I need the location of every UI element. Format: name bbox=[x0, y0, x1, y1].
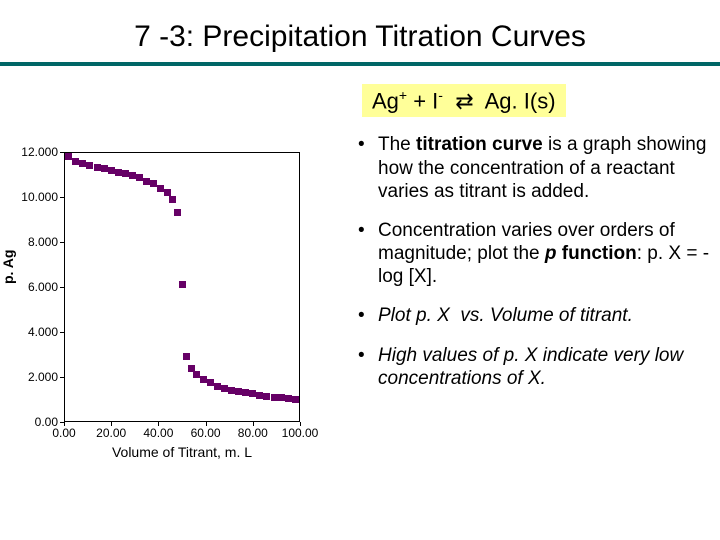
data-point-marker bbox=[278, 394, 285, 401]
data-point-marker bbox=[221, 385, 228, 392]
x-tick-label: 0.00 bbox=[44, 426, 84, 440]
y-tick-mark bbox=[60, 152, 64, 153]
data-point-marker bbox=[207, 379, 214, 386]
page-title: 7 -3: Precipitation Titration Curves bbox=[0, 0, 720, 62]
data-point-marker bbox=[271, 394, 278, 401]
data-point-marker bbox=[249, 390, 256, 397]
y-tick-label: 4.000 bbox=[8, 325, 58, 339]
data-point-marker bbox=[174, 209, 181, 216]
x-tick-label: 20.00 bbox=[91, 426, 131, 440]
data-point-marker bbox=[94, 164, 101, 171]
text-column: Ag+ + I- ⇄ Ag. I(s) The titration curve … bbox=[348, 84, 716, 484]
data-point-marker bbox=[150, 180, 157, 187]
x-tick-label: 60.00 bbox=[186, 426, 226, 440]
data-point-marker bbox=[143, 178, 150, 185]
data-point-marker bbox=[86, 162, 93, 169]
data-point-marker bbox=[79, 160, 86, 167]
bullet-item: Plot p. X vs. Volume of titrant. bbox=[356, 304, 716, 327]
x-tick-mark bbox=[158, 422, 159, 426]
bullet-list: The titration curve is a graph showing h… bbox=[356, 133, 716, 390]
data-point-marker bbox=[263, 393, 270, 400]
y-axis-label: p. Ag bbox=[0, 250, 16, 284]
data-point-marker bbox=[122, 170, 129, 177]
data-point-marker bbox=[292, 396, 299, 403]
x-tick-label: 80.00 bbox=[233, 426, 273, 440]
data-point-marker bbox=[136, 174, 143, 181]
y-tick-label: 10.000 bbox=[8, 190, 58, 204]
data-point-marker bbox=[169, 196, 176, 203]
data-point-marker bbox=[101, 165, 108, 172]
x-tick-label: 100.00 bbox=[280, 426, 320, 440]
y-tick-mark bbox=[60, 242, 64, 243]
x-tick-mark bbox=[111, 422, 112, 426]
bullet-item: Concentration varies over orders of magn… bbox=[356, 219, 716, 289]
data-point-marker bbox=[214, 383, 221, 390]
title-underline bbox=[0, 62, 720, 66]
data-point-marker bbox=[129, 172, 136, 179]
data-point-marker bbox=[256, 392, 263, 399]
data-point-marker bbox=[183, 353, 190, 360]
y-tick-label: 6.000 bbox=[8, 280, 58, 294]
data-point-marker bbox=[157, 185, 164, 192]
titration-chart: p. Ag Volume of Titrant, m. L 0.002.0004… bbox=[8, 144, 328, 484]
data-point-marker bbox=[72, 158, 79, 165]
data-point-marker bbox=[285, 395, 292, 402]
bullet-item: High values of p. X indicate very low co… bbox=[356, 344, 716, 390]
y-tick-mark bbox=[60, 377, 64, 378]
content-row: p. Ag Volume of Titrant, m. L 0.00 2.000 4… bbox=[0, 84, 720, 484]
data-point-marker bbox=[242, 389, 249, 396]
x-tick-mark bbox=[300, 422, 301, 426]
data-point-marker bbox=[108, 167, 115, 174]
y-tick-label: 2.000 bbox=[8, 370, 58, 384]
y-tick-mark bbox=[60, 287, 64, 288]
data-point-marker bbox=[193, 371, 200, 378]
data-point-marker bbox=[228, 387, 235, 394]
data-point-marker bbox=[179, 281, 186, 288]
x-tick-label: 40.00 bbox=[138, 426, 178, 440]
data-point-marker bbox=[65, 153, 72, 160]
x-tick-mark bbox=[64, 422, 65, 426]
x-tick-mark bbox=[206, 422, 207, 426]
y-tick-label: 12.000 bbox=[8, 145, 58, 159]
data-point-marker bbox=[200, 376, 207, 383]
data-point-marker bbox=[235, 388, 242, 395]
chart-column: p. Ag Volume of Titrant, m. L 0.002.0004… bbox=[8, 84, 348, 484]
y-tick-mark bbox=[60, 197, 64, 198]
data-point-marker bbox=[115, 169, 122, 176]
x-axis-label: Volume of Titrant, m. L bbox=[64, 444, 300, 460]
x-tick-mark bbox=[253, 422, 254, 426]
y-tick-label: 8.000 bbox=[8, 235, 58, 249]
bullet-item: The titration curve is a graph showing h… bbox=[356, 133, 716, 203]
y-tick-mark bbox=[60, 332, 64, 333]
reaction-equation: Ag+ + I- ⇄ Ag. I(s) bbox=[362, 84, 566, 117]
